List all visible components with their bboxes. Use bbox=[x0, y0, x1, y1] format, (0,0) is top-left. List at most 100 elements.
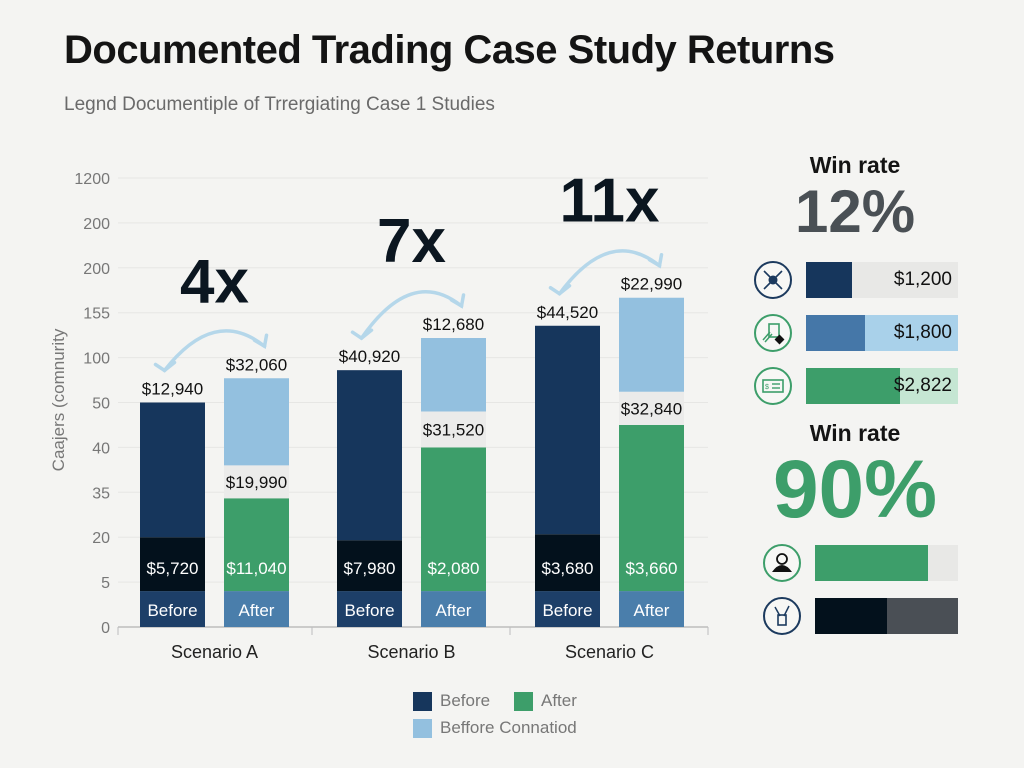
x-category-label: Scenario C bbox=[565, 642, 654, 662]
multiplier-label: 4x bbox=[180, 247, 249, 316]
bar-band-before bbox=[337, 591, 402, 627]
bar-segment-lower-before bbox=[140, 537, 205, 592]
progress-bar-fill bbox=[806, 315, 866, 351]
progress-bar-fill bbox=[806, 262, 852, 298]
arrowhead-icon bbox=[449, 293, 466, 309]
bar-band-label: Before bbox=[344, 601, 394, 620]
bar-segment-label: $31,520 bbox=[423, 420, 484, 439]
progress-bar bbox=[815, 598, 958, 634]
legend-swatch-before-connatiod bbox=[413, 718, 432, 738]
bar-segment-label: $19,990 bbox=[226, 473, 287, 492]
bar-band-after bbox=[224, 591, 289, 627]
network-icon bbox=[754, 261, 792, 299]
win-rate-label-bottom: Win rate bbox=[809, 420, 901, 446]
progress-bar: $1,200 bbox=[806, 262, 958, 298]
bar-segment-label: $3,660 bbox=[626, 559, 678, 578]
x-category-label: Scenario B bbox=[367, 642, 455, 662]
bar-segment-label: $7,980 bbox=[344, 559, 396, 578]
bar-band-before bbox=[535, 591, 600, 627]
y-tick-label: 1200 bbox=[74, 171, 110, 188]
bar-segment-gap bbox=[421, 411, 486, 448]
bar-top-label: $44,520 bbox=[537, 303, 598, 322]
y-tick-label: 155 bbox=[83, 306, 110, 323]
legend-label: Beffore Connatiod bbox=[440, 718, 577, 737]
y-tick-label: 5 bbox=[101, 575, 110, 592]
progress-bar-value: $1,200 bbox=[893, 269, 952, 290]
id-card-icon: $ bbox=[754, 367, 792, 405]
bar-segment-upper-after bbox=[224, 378, 289, 466]
arrowhead-icon bbox=[647, 252, 664, 269]
win-rate-value-top: 12% bbox=[794, 178, 916, 245]
bar-segment-lower-after bbox=[619, 424, 684, 592]
legend-item-after: After bbox=[514, 691, 577, 711]
curved-arrow-icon bbox=[557, 249, 662, 296]
multiplier-label: 11x bbox=[559, 167, 660, 236]
legend-label: Before bbox=[440, 691, 491, 710]
progress-bar-value: $1,800 bbox=[893, 322, 952, 343]
bar-top-label: $12,680 bbox=[423, 315, 484, 334]
bar-segment-lower-before bbox=[535, 534, 600, 592]
progress-bar-fill bbox=[815, 545, 928, 581]
chart-title: Documented Trading Case Study Returns bbox=[64, 28, 835, 72]
bar-band-label: After bbox=[436, 601, 472, 620]
bar-band-label: Before bbox=[542, 601, 592, 620]
chart-subtitle: Legnd Documentiple of Trrergiating Case … bbox=[64, 94, 495, 115]
user-icon bbox=[763, 544, 801, 582]
y-tick-label: 35 bbox=[92, 485, 110, 502]
legend-swatch-after bbox=[514, 691, 533, 711]
bar-segment-gap bbox=[619, 391, 684, 425]
bar-segment-lower-after bbox=[224, 498, 289, 592]
bar-segment-upper-after bbox=[619, 297, 684, 392]
bar-band-after bbox=[619, 591, 684, 627]
progress-bar-fill bbox=[815, 598, 887, 634]
arrowhead-icon bbox=[252, 333, 269, 350]
bar-segment-upper-before bbox=[140, 402, 205, 538]
bar-segment-upper-after bbox=[421, 338, 486, 412]
x-category-label: Scenario A bbox=[171, 642, 258, 662]
y-axis-label: Caajers (comnurity bbox=[49, 328, 68, 471]
y-tick-label: 50 bbox=[92, 396, 110, 413]
arrowhead-icon bbox=[153, 360, 177, 373]
y-tick-label: 200 bbox=[83, 261, 110, 278]
bar-top-label: $12,940 bbox=[142, 380, 203, 399]
bar-segment-label: $32,840 bbox=[621, 399, 682, 418]
curved-arrow-icon bbox=[162, 329, 267, 373]
tools-icon bbox=[763, 597, 801, 635]
bar-segment-label: $3,680 bbox=[542, 559, 594, 578]
bar-chart: 0 5 20 35 40 50 100 155 200 200 1200 Caajers (comnu… bbox=[49, 167, 709, 662]
y-tick-label: 100 bbox=[83, 351, 110, 368]
progress-bar-value: $2,822 bbox=[893, 375, 952, 396]
arrowhead-icon bbox=[350, 328, 374, 341]
progress-bar bbox=[815, 545, 958, 581]
y-tick-label: 20 bbox=[92, 530, 110, 547]
bar-band-label: After bbox=[239, 601, 275, 620]
progress-bar: $2,822 bbox=[806, 368, 958, 404]
y-tick-label: 0 bbox=[101, 620, 110, 637]
bar-segment-upper-before bbox=[337, 370, 402, 541]
svg-text:$: $ bbox=[765, 384, 769, 391]
bar-band-label: After bbox=[634, 601, 670, 620]
bar-segment-gap bbox=[224, 465, 289, 499]
multiplier-label: 7x bbox=[377, 207, 446, 276]
legend-item-before: Before bbox=[413, 691, 490, 711]
bar-band-before bbox=[140, 591, 205, 627]
y-tick-label: 40 bbox=[92, 440, 110, 457]
progress-bar-fill bbox=[806, 368, 901, 404]
bar-segment-label: $5,720 bbox=[147, 559, 199, 578]
bar-segment-label: $11,040 bbox=[226, 559, 286, 578]
bar-segment-label: $2,080 bbox=[428, 559, 480, 578]
bar-top-label: $32,060 bbox=[226, 355, 287, 374]
legend-swatch-before bbox=[413, 691, 432, 711]
bar-band-label: Before bbox=[147, 601, 197, 620]
legend-label: After bbox=[541, 691, 577, 710]
bar-top-label: $22,990 bbox=[621, 275, 682, 294]
bar-top-label: $40,920 bbox=[339, 347, 400, 366]
bar-segment-lower-after bbox=[421, 447, 486, 592]
progress-bar: $1,800 bbox=[806, 315, 958, 351]
bar-segment-upper-before bbox=[535, 325, 600, 535]
chart-book-icon bbox=[754, 314, 792, 352]
y-tick-label: 200 bbox=[83, 216, 110, 233]
win-rate-value-bottom: 90% bbox=[772, 444, 938, 535]
bar-band-after bbox=[421, 591, 486, 627]
arrowhead-icon bbox=[548, 284, 572, 296]
